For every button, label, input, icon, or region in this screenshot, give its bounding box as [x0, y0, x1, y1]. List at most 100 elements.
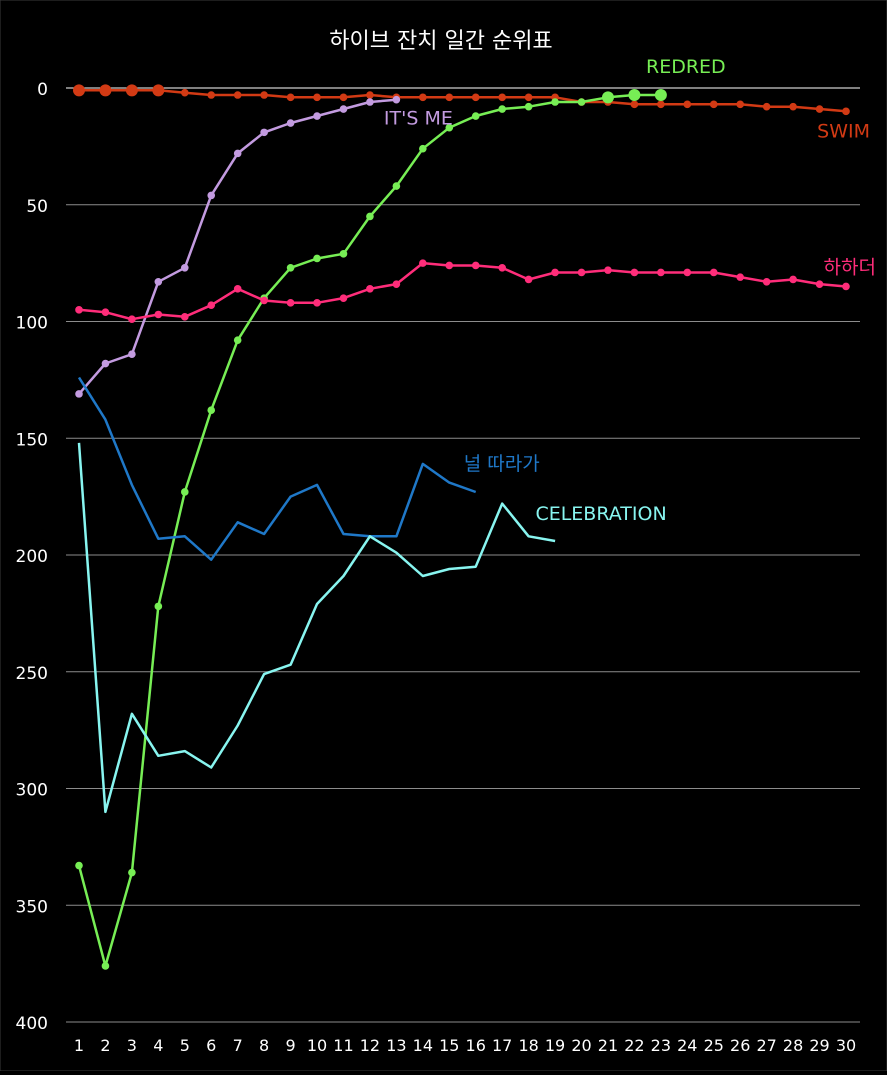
data-point — [207, 191, 216, 200]
data-point — [154, 278, 163, 286]
x-tick-label: 17 — [492, 1036, 512, 1055]
y-tick-label: 400 — [16, 1014, 48, 1034]
data-point — [551, 98, 559, 106]
data-point — [498, 105, 506, 113]
data-point — [101, 308, 110, 316]
data-point — [286, 93, 295, 102]
data-point — [736, 100, 745, 109]
x-tick-label: 13 — [386, 1036, 406, 1055]
x-tick-label: 4 — [153, 1036, 163, 1055]
data-point — [180, 263, 189, 272]
series-line — [77, 376, 477, 561]
data-point — [762, 278, 771, 286]
data-point — [154, 602, 163, 611]
x-tick-label: 14 — [413, 1036, 433, 1055]
x-tick-label: 7 — [233, 1036, 243, 1055]
x-tick-label: 24 — [677, 1036, 697, 1055]
data-point — [524, 102, 533, 111]
data-point — [75, 306, 83, 314]
x-tick-label: 21 — [598, 1036, 618, 1055]
x-tick-label: 26 — [730, 1036, 750, 1055]
series-label: REDRED — [646, 56, 726, 78]
data-point — [99, 84, 112, 97]
data-point — [601, 91, 614, 104]
data-point — [445, 261, 454, 270]
x-tick-label: 23 — [651, 1036, 671, 1055]
y-tick-label: 300 — [16, 781, 48, 801]
x-tick-label: 6 — [206, 1036, 216, 1055]
data-point — [75, 390, 83, 398]
data-point — [233, 285, 242, 293]
data-point — [339, 249, 348, 258]
data-point — [709, 268, 718, 277]
data-point — [180, 88, 189, 97]
data-point — [498, 93, 506, 102]
data-point — [339, 105, 348, 113]
data-point — [577, 98, 586, 106]
data-point — [101, 359, 110, 368]
data-point — [789, 275, 797, 284]
y-tick-label: 50 — [26, 197, 48, 217]
data-point — [207, 406, 216, 415]
data-point — [577, 268, 586, 277]
data-point — [419, 259, 427, 267]
data-point — [630, 268, 639, 277]
data-point — [551, 268, 559, 277]
data-point — [630, 100, 639, 109]
data-point — [445, 123, 454, 132]
x-tick-label: 28 — [783, 1036, 803, 1055]
y-tick-label: 250 — [16, 664, 48, 684]
data-point — [683, 268, 692, 277]
grid-layer — [66, 87, 860, 1023]
data-point — [101, 962, 110, 970]
data-point — [842, 107, 850, 116]
data-point — [260, 128, 268, 137]
x-tick-label: 15 — [439, 1036, 459, 1055]
data-point — [392, 182, 401, 190]
y-axis: 0 50 100 150 200 250 300 350 400 — [16, 80, 48, 1034]
data-point — [524, 93, 533, 102]
data-point — [313, 112, 321, 120]
x-tick-label: 9 — [285, 1036, 295, 1055]
data-point — [366, 285, 374, 293]
data-point — [842, 282, 850, 291]
series-line — [79, 89, 847, 113]
data-point — [366, 98, 374, 106]
data-point — [125, 84, 138, 97]
series-line — [78, 261, 847, 321]
data-point — [154, 310, 163, 319]
x-tick-label: 3 — [127, 1036, 137, 1055]
data-point — [498, 263, 506, 272]
x-tick-label: 16 — [466, 1036, 486, 1055]
data-point — [392, 280, 401, 288]
series-line — [77, 442, 556, 814]
x-tick-label: 22 — [624, 1036, 644, 1055]
data-point — [366, 91, 374, 99]
data-point — [339, 93, 348, 102]
data-point — [73, 84, 85, 97]
x-tick-label: 30 — [836, 1036, 856, 1055]
data-point — [815, 280, 824, 288]
chart-title: 하이브 잔치 일간 순위표 — [329, 29, 552, 54]
y-tick-label: 350 — [16, 897, 48, 917]
data-point — [286, 119, 295, 127]
data-point — [313, 93, 321, 102]
x-tick-label: 27 — [756, 1036, 776, 1055]
series-label: CELEBRATION — [535, 503, 666, 525]
data-point — [604, 266, 612, 274]
data-point — [207, 301, 216, 309]
x-tick-label: 18 — [518, 1036, 538, 1055]
data-point — [207, 91, 216, 99]
y-tick-label: 150 — [16, 430, 48, 450]
data-point — [260, 91, 268, 99]
data-point — [628, 89, 641, 102]
x-tick-label: 8 — [259, 1036, 269, 1055]
data-point — [75, 861, 83, 870]
data-point — [789, 102, 797, 111]
data-point — [445, 93, 454, 102]
data-point — [233, 149, 242, 158]
data-point — [419, 93, 427, 102]
x-tick-label: 19 — [545, 1036, 565, 1055]
